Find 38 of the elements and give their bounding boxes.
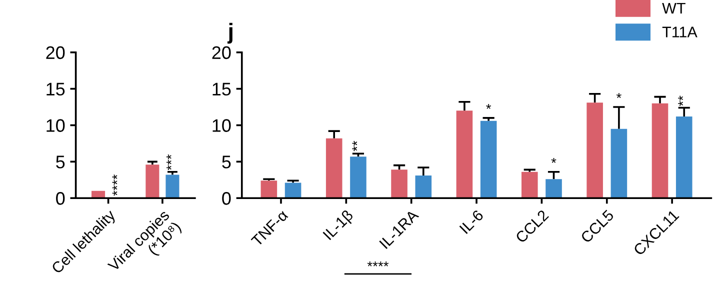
bar (166, 174, 180, 198)
bar (586, 102, 603, 198)
bar (146, 164, 160, 198)
legend-label: WT (662, 2, 686, 14)
bar (521, 172, 538, 198)
y-tick-label: 5 (222, 156, 231, 168)
annotation: ** (678, 96, 684, 106)
bar (480, 120, 497, 198)
annotation: * (616, 93, 622, 98)
annotation: ** (352, 140, 358, 152)
annotation: *** (166, 154, 172, 170)
annotation: * (551, 158, 556, 163)
y-tick-label: 5 (56, 156, 65, 168)
text: **** (367, 261, 389, 266)
x-tick-label: IL-6 (459, 209, 484, 234)
bar (652, 103, 668, 198)
y-tick-label: 20 (212, 46, 231, 60)
legend-label: T11A (662, 26, 698, 38)
bar (260, 180, 278, 198)
bar (456, 110, 473, 198)
bar (610, 128, 628, 198)
chart-title: j (227, 22, 232, 44)
bar (350, 156, 366, 198)
bar (326, 138, 342, 198)
y-tick-label: 0 (222, 192, 231, 205)
y-tick-label: 0 (56, 192, 65, 205)
bar (546, 179, 562, 198)
y-tick-label: 10 (46, 119, 65, 132)
bar (676, 116, 692, 198)
y-tick-label: 15 (212, 82, 231, 96)
bar (415, 176, 432, 198)
annotation: **** (112, 174, 118, 196)
bar (284, 182, 302, 198)
annotation: * (486, 104, 492, 109)
y-tick-label: 20 (46, 46, 65, 60)
y-tick-label: 15 (46, 82, 65, 96)
y-tick-label: 10 (212, 119, 231, 132)
bar (391, 170, 408, 198)
